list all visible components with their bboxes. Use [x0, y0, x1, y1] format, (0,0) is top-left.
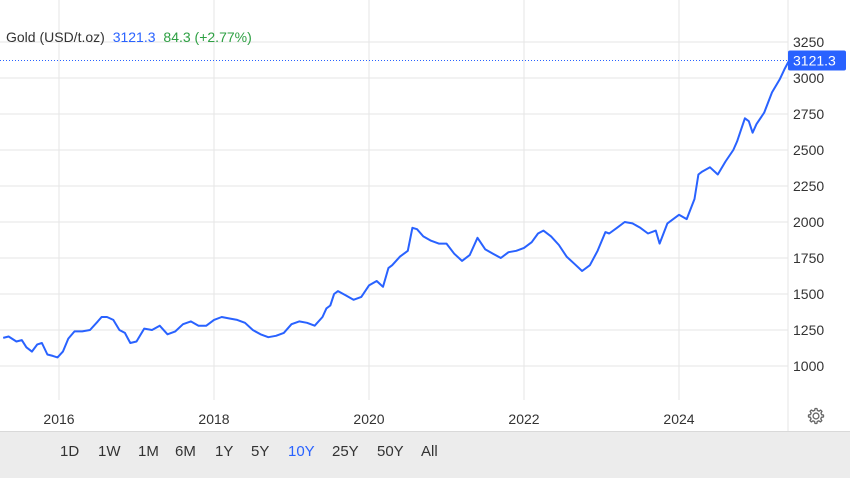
range-10y-button[interactable]: 10Y	[288, 443, 315, 460]
y-tick-label: 3000	[793, 70, 824, 86]
range-toolbar: 1D 1W 1M 6M 1Y 5Y 10Y 25Y 50Y All	[0, 431, 850, 478]
y-tick-label: 1000	[793, 358, 824, 374]
range-6m-button[interactable]: 6M	[175, 443, 196, 460]
range-1w-button[interactable]: 1W	[98, 443, 121, 460]
price-chart: 1000 1250 1500 1750 2000 2250 2500 2750 3000 3250…	[0, 0, 846, 431]
horizontal-gridlines	[0, 41, 788, 367]
last-price-badge-text: 3121.3	[793, 53, 836, 69]
x-tick-label: 2024	[663, 411, 694, 427]
current-price: 3121.3	[112, 29, 156, 45]
y-tick-label: 3250	[793, 34, 824, 50]
x-tick-label: 2022	[508, 411, 539, 427]
range-1d-button[interactable]: 1D	[60, 443, 80, 460]
y-tick-label: 2250	[793, 178, 824, 194]
y-tick-label: 2500	[793, 142, 824, 158]
y-tick-label: 2750	[793, 106, 824, 122]
vertical-gridlines	[58, 0, 680, 400]
y-tick-label: 1250	[793, 322, 824, 338]
y-axis-labels: 1000 1250 1500 1750 2000 2250 2500 2750 3000 3250	[793, 34, 824, 374]
x-axis-labels: 2016 2018 2020 2022 2024	[43, 411, 694, 427]
range-50y-button[interactable]: 50Y	[377, 443, 404, 460]
range-1m-button[interactable]: 1M	[138, 443, 159, 460]
y-tick-label: 1750	[793, 250, 824, 266]
last-price-badge: 3121.3	[788, 50, 846, 71]
gear-icon[interactable]	[806, 406, 826, 426]
x-tick-label: 2018	[198, 411, 229, 427]
y-tick-label: 1500	[793, 286, 824, 302]
range-1y-button[interactable]: 1Y	[215, 443, 234, 460]
x-tick-label: 2016	[43, 411, 74, 427]
range-5y-button[interactable]: 5Y	[251, 443, 270, 460]
y-tick-label: 2000	[793, 214, 824, 230]
x-tick-label: 2020	[353, 411, 384, 427]
range-25y-button[interactable]: 25Y	[332, 443, 359, 460]
last-price-badge-bg	[788, 50, 846, 71]
price-change: 84.3 (+2.77%)	[163, 29, 252, 45]
range-all-button[interactable]: All	[421, 443, 438, 460]
chart-legend: Gold (USD/t.oz) 3121.3 84.3 (+2.77%)	[6, 29, 252, 45]
instrument-name: Gold (USD/t.oz)	[6, 29, 105, 45]
gold-price-line	[2, 60, 790, 359]
